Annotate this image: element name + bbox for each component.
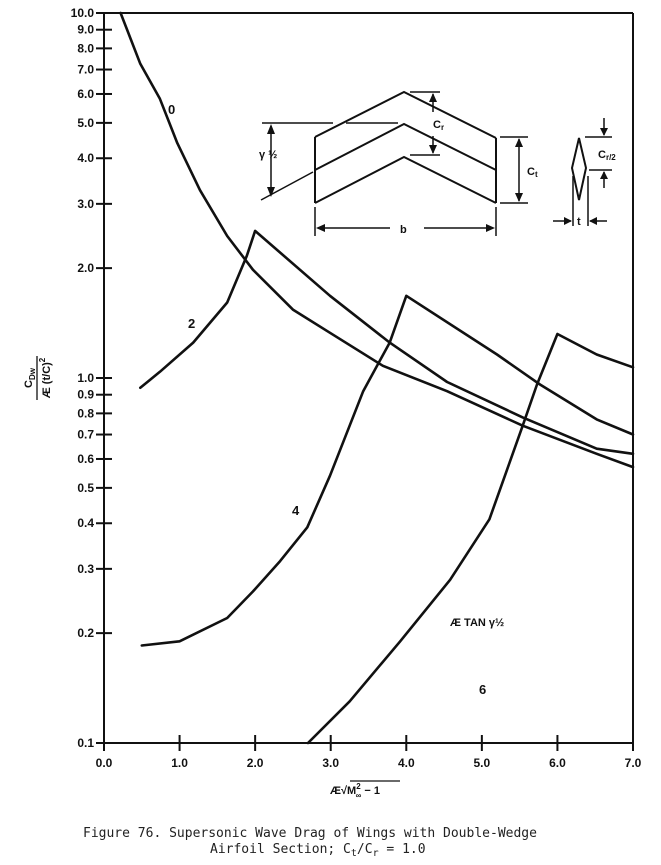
curve-label-6: 6 — [479, 682, 486, 697]
gamma-label: γ ½ — [259, 149, 277, 161]
double-wedge-airfoil — [570, 137, 588, 201]
arrow-icon — [267, 124, 275, 134]
y-tick-label: 0.7 — [77, 428, 94, 442]
x-tick-label: 3.0 — [322, 756, 339, 770]
arrow-icon — [600, 171, 608, 179]
parameter-label: Æ TAN γ½ — [450, 617, 504, 629]
y-ticks: 10.0 9.0 8.0 7.0 6.0 5.0 4.0 3.0 2.0 1.0 0.9 0.8 0.7… — [71, 6, 112, 750]
y-tick-label: 0.5 — [77, 481, 94, 495]
arrow-icon — [589, 217, 597, 225]
arrow-icon — [515, 193, 523, 202]
y-label-denominator: Æ (t/C)2 — [38, 357, 53, 398]
y-tick-label: 0.6 — [77, 452, 94, 466]
y-tick-label: 0.1 — [77, 736, 94, 750]
half-chord-label: Cr/2 — [598, 149, 616, 162]
arrow-icon — [564, 217, 572, 225]
arrow-icon — [600, 128, 608, 136]
curves — [119, 11, 635, 745]
x-tick-label: 7.0 — [625, 756, 642, 770]
x-tick-label: 5.0 — [474, 756, 491, 770]
y-tick-label: 1.0 — [77, 371, 94, 385]
wing-planform-diagram: γ ½ Cr Ct b t — [259, 90, 616, 236]
series-line-2 — [139, 229, 635, 456]
arrow-icon — [515, 138, 523, 147]
thickness-label: t — [577, 216, 581, 228]
trailing-edge — [314, 155, 497, 204]
series-line-6 — [306, 332, 635, 745]
y-label-numerator: CDw — [23, 367, 37, 388]
y-tick-label: 0.9 — [77, 388, 94, 402]
y-tick-label: 10.0 — [71, 6, 95, 20]
y-tick-label: 0.8 — [77, 406, 94, 420]
x-tick-label: 6.0 — [549, 756, 566, 770]
x-tick-label: 0.0 — [96, 756, 113, 770]
span-label: b — [400, 224, 407, 236]
series-line-4 — [140, 294, 635, 647]
y-tick-label: 3.0 — [77, 197, 94, 211]
arrow-icon — [486, 224, 495, 232]
y-tick-label: 0.2 — [77, 626, 94, 640]
tip-chord-label: Ct — [527, 166, 538, 179]
y-tick-label: 0.3 — [77, 562, 94, 576]
curve-label-0: 0 — [168, 102, 175, 117]
y-tick-label: 2.0 — [77, 261, 94, 275]
y-axis-label: CDw Æ (t/C)2 — [23, 356, 53, 400]
arrow-icon — [429, 145, 437, 154]
figure-caption-line1: Figure 76. Supersonic Wave Drag of Wings… — [83, 826, 537, 841]
y-tick-label: 6.0 — [77, 87, 94, 101]
x-axis-label: Æ√M2 ∞ − 1 — [330, 780, 400, 800]
curve-label-4: 4 — [292, 503, 300, 518]
y-tick-label: 5.0 — [77, 116, 94, 130]
y-tick-label: 9.0 — [77, 23, 94, 37]
series-line-0 — [119, 11, 635, 469]
mid-chord-line — [314, 122, 497, 171]
y-tick-label: 7.0 — [77, 63, 94, 77]
leading-edge — [314, 90, 497, 139]
figure-caption-line2: Airfoil Section; Ct/Cr = 1.0 — [210, 842, 426, 859]
curve-label-2: 2 — [188, 316, 195, 331]
arrow-icon — [267, 187, 275, 197]
y-tick-label: 8.0 — [77, 41, 94, 55]
y-tick-label: 0.4 — [77, 516, 94, 530]
x-tick-label: 4.0 — [398, 756, 415, 770]
svg-text:Æ√M2∞ − 1: Æ√M2 ∞ − 1 — [330, 782, 380, 800]
x-ticks: 0.0 1.0 2.0 3.0 4.0 5.0 6.0 7.0 — [96, 735, 642, 770]
y-tick-label: 4.0 — [77, 151, 94, 165]
x-tick-label: 1.0 — [171, 756, 188, 770]
arrow-icon — [429, 93, 437, 102]
arrow-icon — [316, 224, 325, 232]
x-tick-label: 2.0 — [247, 756, 264, 770]
root-chord-label: Cr — [433, 119, 444, 132]
